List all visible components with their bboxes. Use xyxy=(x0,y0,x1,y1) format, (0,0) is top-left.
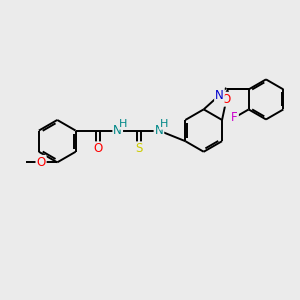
Text: N: N xyxy=(113,124,122,137)
Text: H: H xyxy=(118,119,127,129)
Text: O: O xyxy=(36,156,46,169)
Text: N: N xyxy=(154,124,163,137)
Text: H: H xyxy=(160,119,168,129)
Text: F: F xyxy=(231,111,238,124)
Text: N: N xyxy=(215,89,224,102)
Text: S: S xyxy=(135,142,142,155)
Text: O: O xyxy=(222,93,231,106)
Text: O: O xyxy=(93,142,102,155)
